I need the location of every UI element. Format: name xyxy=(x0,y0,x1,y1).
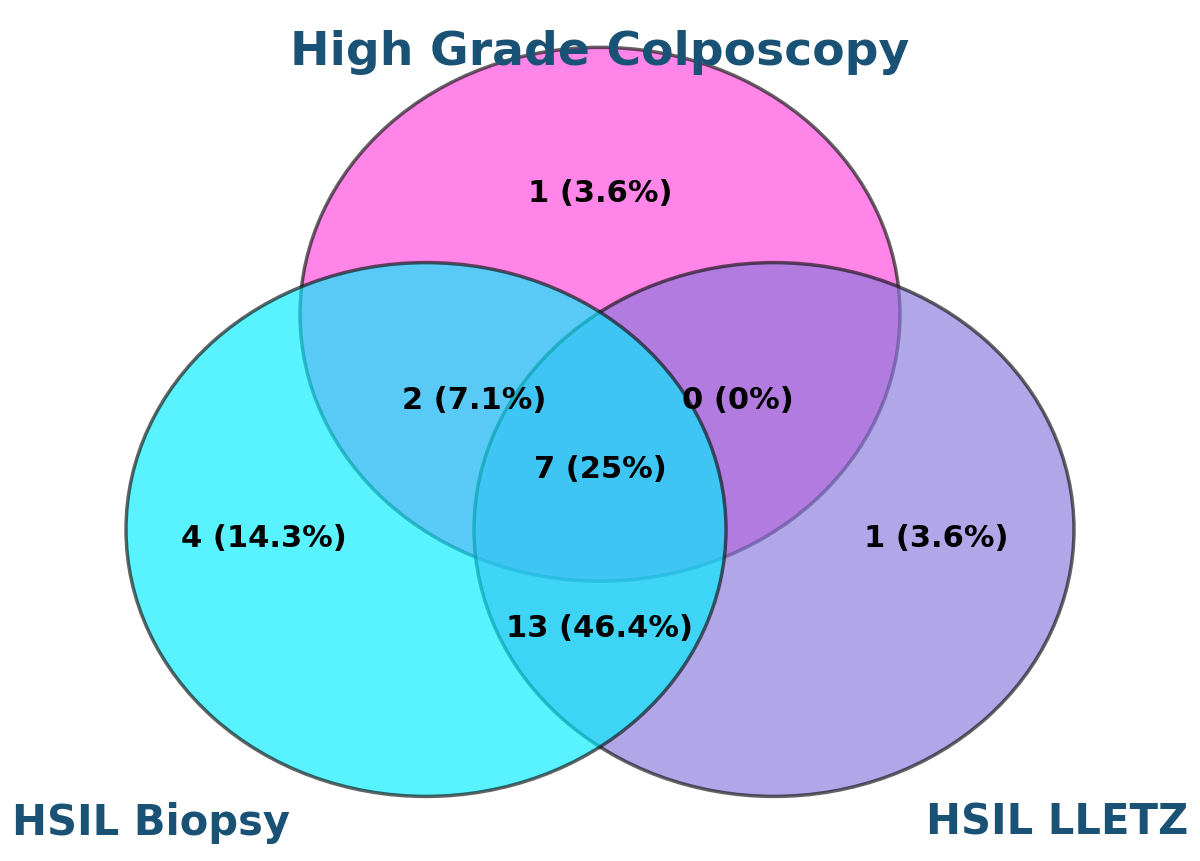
Ellipse shape xyxy=(474,263,1074,796)
Text: HSIL LLETZ: HSIL LLETZ xyxy=(925,802,1188,844)
Text: 1 (3.6%): 1 (3.6%) xyxy=(528,179,672,208)
Text: 0 (0%): 0 (0%) xyxy=(682,386,794,415)
Text: HSIL Biopsy: HSIL Biopsy xyxy=(12,802,290,844)
Ellipse shape xyxy=(300,47,900,581)
Ellipse shape xyxy=(126,263,726,796)
Text: 7 (25%): 7 (25%) xyxy=(534,455,666,484)
Text: 2 (7.1%): 2 (7.1%) xyxy=(402,386,546,415)
Text: High Grade Colposcopy: High Grade Colposcopy xyxy=(290,30,910,75)
Text: 1 (3.6%): 1 (3.6%) xyxy=(864,523,1008,553)
Text: 13 (46.4%): 13 (46.4%) xyxy=(506,614,694,643)
Text: 4 (14.3%): 4 (14.3%) xyxy=(181,523,347,553)
